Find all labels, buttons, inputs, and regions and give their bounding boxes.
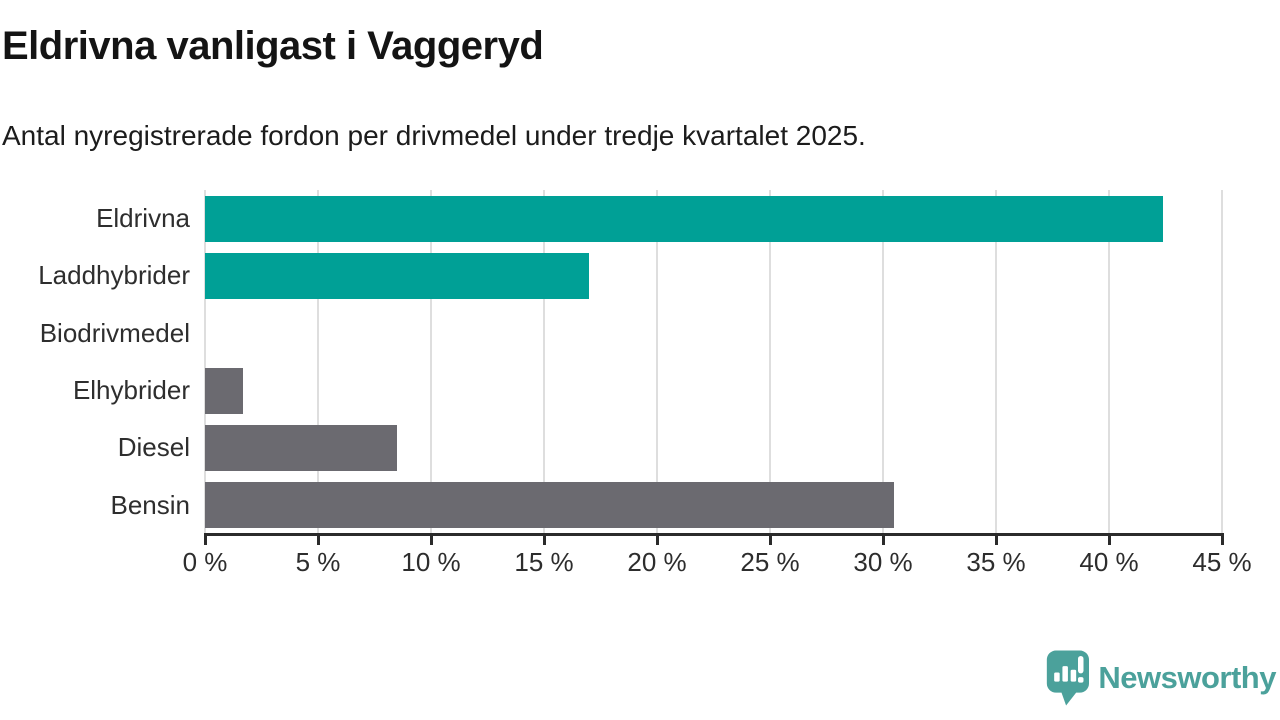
x-tick-label: 35 % (966, 547, 1026, 577)
category-label-biodrivmedel: Biodrivmedel (39, 317, 190, 348)
x-tick-label: 10 % (401, 547, 461, 577)
gridline (656, 190, 658, 534)
category-label-diesel: Diesel (117, 432, 190, 463)
x-tick-label: 30 % (853, 547, 913, 577)
x-axis-tick (768, 534, 772, 545)
bar-eldrivna (205, 195, 1164, 242)
x-tick-label: 25 % (740, 547, 800, 577)
x-axis-tick (881, 534, 885, 545)
bar-bensin (205, 482, 895, 529)
chart-subtitle: Antal nyregistrerade fordon per drivmede… (2, 120, 866, 151)
x-tick-label: 15 % (514, 547, 574, 577)
x-tick-label: 40 % (1079, 547, 1139, 577)
x-axis-tick (655, 534, 659, 545)
gridline (543, 190, 545, 534)
category-label-laddhybrider: Laddhybrider (38, 260, 190, 291)
x-axis-tick (1220, 534, 1224, 545)
gridline (1221, 190, 1223, 534)
gridline (204, 190, 206, 534)
gridline (995, 190, 997, 534)
brand-logo: Newsworthy (1045, 648, 1276, 708)
category-label-elhybrider: Elhybrider (72, 375, 190, 405)
bar-diesel (205, 425, 398, 471)
x-tick-label: 20 % (627, 547, 687, 577)
x-axis-line (204, 533, 1224, 536)
x-axis-tick (316, 534, 320, 545)
x-axis-tick (1107, 534, 1111, 545)
category-label-eldrivna: Eldrivna (96, 203, 190, 233)
x-tick-label: 0 % (182, 547, 228, 577)
x-axis-tick (994, 534, 998, 545)
gridline (882, 190, 884, 534)
bar-elhybrider (205, 367, 244, 414)
gridline (769, 190, 771, 534)
chart-title: Eldrivna vanligast i Vaggeryd (2, 24, 544, 68)
gridline (430, 190, 432, 534)
x-axis-tick (203, 534, 207, 545)
newsworthy-bubble-chart-icon (1045, 648, 1090, 708)
gridline (317, 190, 319, 534)
category-label-bensin: Bensin (110, 489, 191, 520)
gridline (1108, 190, 1110, 534)
x-tick-label: 5 % (295, 547, 341, 577)
brand-name: Newsworthy (1098, 660, 1276, 695)
bar-laddhybrider (205, 253, 590, 299)
x-axis-tick (429, 534, 433, 545)
x-tick-label: 45 % (1192, 547, 1252, 577)
x-axis-tick (542, 534, 546, 545)
